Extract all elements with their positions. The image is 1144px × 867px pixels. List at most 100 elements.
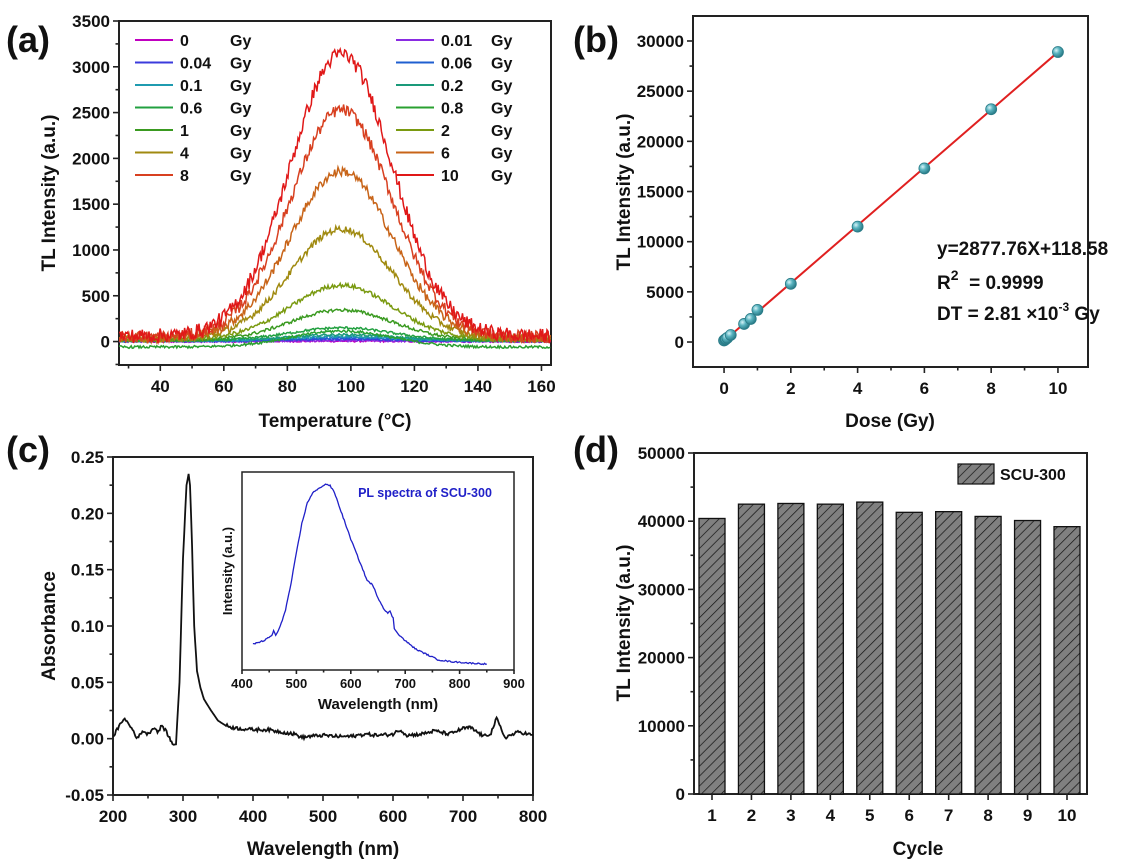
panel-c-xtick-label: 200 xyxy=(99,807,127,826)
legend-dose-0.8: 0.8 xyxy=(441,101,463,118)
panel-a-ytick-label: 2000 xyxy=(72,149,110,168)
legend-label-scu300: SCU-300 xyxy=(1000,467,1066,484)
bar-cycle-10 xyxy=(1053,526,1081,795)
legend-unit: Gy xyxy=(230,168,251,185)
panel-c-ytick-label: 0.10 xyxy=(71,617,104,636)
panel-a-ylabel: TL Intensity (a.u.) xyxy=(39,115,60,272)
tl-curve-10gy xyxy=(119,46,551,346)
data-point-0.8gy xyxy=(744,313,757,325)
panel-d-ytick-label: 0 xyxy=(676,785,685,804)
linear-fit-line xyxy=(723,51,1059,342)
panel-a-tl-glow-curves: 40 60 80 100 120 140 1600500100015002000250030… xyxy=(39,12,556,432)
legend-dose-0.1: 0.1 xyxy=(180,78,202,95)
panel-a-xtick-label: 60 xyxy=(214,377,233,396)
legend-unit: Gy xyxy=(491,78,512,95)
panel-c-xtick-label: 500 xyxy=(309,807,337,826)
panel-a-xtick-label: 140 xyxy=(464,377,492,396)
data-point-2gy xyxy=(784,277,797,290)
panel-a-ytick-label: 500 xyxy=(82,287,110,306)
panel-c-ytick-label: -0.05 xyxy=(65,786,104,805)
panel-label-a: (a) xyxy=(6,19,50,60)
panel-c-xtick-label: 600 xyxy=(379,807,407,826)
panel-c-ytick-label: 0.25 xyxy=(71,448,104,467)
panel-c-ytick-label: 0.05 xyxy=(71,673,104,692)
legend-dose-0: 0 xyxy=(180,33,189,50)
legend-unit: Gy xyxy=(230,56,251,73)
absorbance-curve xyxy=(112,473,534,746)
panel-b-dose-response: 0 2 4 6 8 10 0 5000 10000 15000 20000 25000 30000 y=… xyxy=(614,15,1108,432)
panel-d-xlabel: Cycle xyxy=(893,839,944,860)
panel-c-xtick-label: 800 xyxy=(519,807,547,826)
panel-d-ytick-label: 50000 xyxy=(638,444,685,463)
panel-b-xtick-label: 8 xyxy=(986,379,995,398)
panel-b-xtick-label: 2 xyxy=(786,379,795,398)
panel-b-xtick-label: 4 xyxy=(853,379,863,398)
panel-c-xlabel: Wavelength (nm) xyxy=(247,839,399,860)
panel-a-frame xyxy=(118,20,552,366)
bar-cycle-4 xyxy=(816,503,844,795)
panel-a-ytick-label: 1500 xyxy=(72,195,110,214)
data-point-4gy xyxy=(851,220,864,233)
panel-d-xtick-label: 3 xyxy=(786,806,795,825)
inset-xtick-label: 500 xyxy=(286,676,308,691)
bar-cycle-3 xyxy=(777,502,805,795)
legend-dose-0.06: 0.06 xyxy=(441,56,472,73)
panel-c-ytick-label: 0.00 xyxy=(71,730,104,749)
panel-d-xtick-label: 1 xyxy=(707,806,716,825)
inset-xlabel: Wavelength (nm) xyxy=(318,696,438,713)
panel-b-xtick-label: 10 xyxy=(1048,379,1067,398)
panel-c-absorbance: 200 300 400 500 600 700 800 -0.05 0.00 0.05 0.10 0.… xyxy=(39,448,547,860)
bar-cycle-2 xyxy=(737,503,766,795)
pl-spectrum-curve xyxy=(252,483,487,666)
panel-a-xtick-label: 160 xyxy=(527,377,555,396)
panel-c-ylabel: Absorbance xyxy=(39,571,60,681)
data-point-8gy xyxy=(985,103,998,116)
legend-dose-0.2: 0.2 xyxy=(441,78,463,95)
legend-dose-4: 4 xyxy=(180,146,189,163)
tl-curve-6gy xyxy=(119,164,551,345)
legend-dose-10: 10 xyxy=(441,168,459,185)
legend-dose-0.01: 0.01 xyxy=(441,33,472,50)
legend-dose-6: 6 xyxy=(441,146,450,163)
panel-b-xtick-label: 0 xyxy=(719,379,728,398)
bar-cycle-8 xyxy=(974,515,1002,795)
panel-b-xtick-label: 6 xyxy=(920,379,929,398)
legend-unit: Gy xyxy=(230,78,251,95)
legend-swatch-scu300 xyxy=(957,463,995,485)
panel-a-xtick-label: 80 xyxy=(278,377,297,396)
panel-c-ytick-label: 0.15 xyxy=(71,561,104,580)
panel-b-xlabel: Dose (Gy) xyxy=(845,411,935,432)
bar-cycle-7 xyxy=(935,511,963,795)
panel-d-ytick-label: 30000 xyxy=(638,580,685,599)
panel-b-ytick-label: 30000 xyxy=(637,32,684,51)
fit-equation: y=2877.76X+118.58 xyxy=(937,239,1108,260)
legend-unit: Gy xyxy=(491,56,512,73)
panel-a-xtick-label: 120 xyxy=(400,377,428,396)
legend-unit: Gy xyxy=(230,101,251,118)
legend-dose-1: 1 xyxy=(180,123,189,140)
panel-d-xtick-label: 4 xyxy=(826,806,836,825)
legend-unit: Gy xyxy=(230,33,251,50)
panel-a-ytick-label: 3000 xyxy=(72,58,110,77)
panel-b-ylabel: TL Intensity (a.u.) xyxy=(614,114,635,271)
panel-a-ytick-label: 3500 xyxy=(72,12,110,31)
bar-cycle-5 xyxy=(856,501,884,795)
panel-c-xtick-label: 700 xyxy=(449,807,477,826)
panel-d-ytick-label: 20000 xyxy=(638,649,685,668)
tl-curve-0.8gy xyxy=(119,329,551,350)
data-point-6gy xyxy=(918,162,931,175)
panel-label-c: (c) xyxy=(6,429,50,470)
bar-cycle-6 xyxy=(895,511,923,795)
data-point-10gy xyxy=(1052,46,1064,58)
panel-a-xtick-label: 100 xyxy=(337,377,365,396)
legend-dose-0.04: 0.04 xyxy=(180,56,211,73)
panel-b-ytick-label: 15000 xyxy=(637,183,684,202)
panel-label-d: (d) xyxy=(573,429,619,470)
tl-curve-8gy xyxy=(119,104,551,344)
panel-a-ytick-label: 2500 xyxy=(72,104,110,123)
legend-unit: Gy xyxy=(491,123,512,140)
inset-xtick-label: 800 xyxy=(449,676,471,691)
inset-xtick-label: 400 xyxy=(231,676,253,691)
panel-d-xtick-label: 10 xyxy=(1058,806,1077,825)
panel-d-xtick-label: 2 xyxy=(747,806,756,825)
